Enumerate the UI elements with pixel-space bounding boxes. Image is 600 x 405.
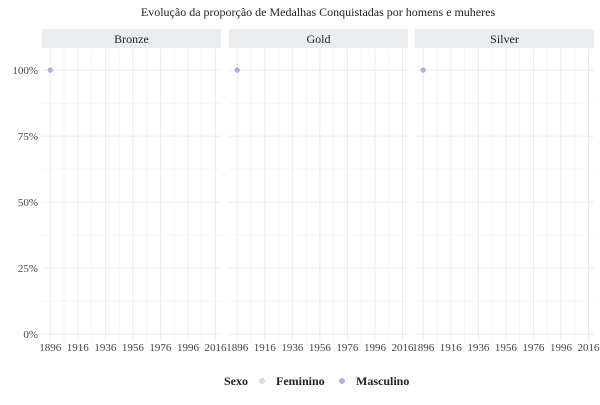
x-tick-label: 1956 [309,342,332,354]
x-tick-label: 1936 [467,342,490,354]
x-tick-label: 2016 [391,342,414,354]
x-tick-label: 1896 [412,342,435,354]
x-tick-label: 1896 [226,342,249,354]
x-tick-label: 1996 [364,342,387,354]
data-point-masculino [420,67,426,73]
x-tick-label: 1916 [254,342,277,354]
y-tick-label: 75% [18,131,38,143]
x-tick-label: 1916 [440,342,463,354]
chart-title: Evolução da proporção de Medalhas Conqui… [141,5,496,19]
legend-key-masculino [339,378,345,384]
legend-label-masculino: Masculino [356,374,409,388]
x-tick-label: 1976 [336,342,359,354]
facet-strip-bronze [42,29,221,48]
x-tick-label: 1996 [177,342,200,354]
facet-label-silver: Silver [490,32,519,46]
y-tick-label: 100% [12,65,38,77]
facet-strip-silver [415,29,594,48]
facet-strip-gold [229,29,408,48]
x-tick-label: 1996 [550,342,573,354]
facet-label-gold: Gold [307,32,331,46]
facet-label-bronze: Bronze [114,32,149,46]
y-tick-label: 25% [18,263,38,275]
legend-title: Sexo [224,374,248,388]
data-point-masculino [234,67,240,73]
x-tick-label: 1936 [281,342,304,354]
x-tick-label: 1976 [522,342,545,354]
x-tick-label: 1956 [122,342,145,354]
x-tick-label: 1956 [495,342,518,354]
legend-label-feminino: Feminino [276,374,325,388]
x-tick-label: 2016 [577,342,600,354]
legend-key-feminino [259,378,265,384]
x-tick-label: 1916 [67,342,90,354]
x-tick-label: 1896 [39,342,62,354]
x-tick-label: 1936 [94,342,117,354]
y-tick-label: 0% [23,329,38,341]
x-tick-label: 1976 [149,342,172,354]
y-tick-label: 50% [18,197,38,209]
data-point-masculino [47,67,53,73]
x-tick-label: 2016 [204,342,227,354]
